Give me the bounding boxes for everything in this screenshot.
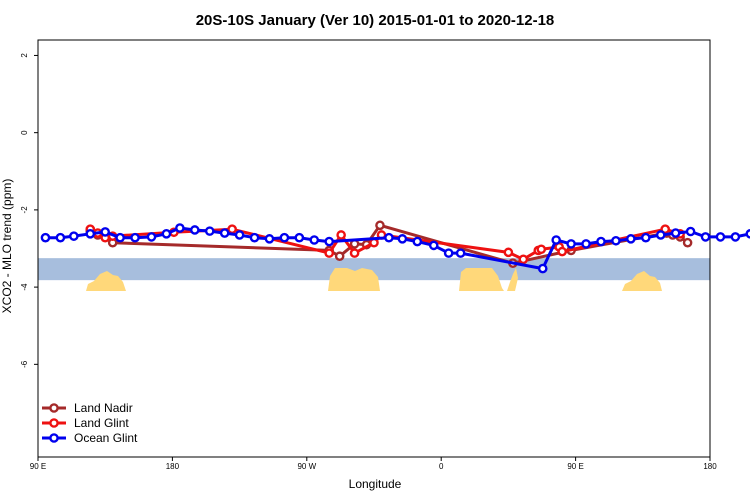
data-point [537,263,548,274]
x-axis-label: Longitude [349,477,402,491]
x-tick-label: 0 [439,462,444,471]
data-point [611,235,621,246]
legend-item: Ocean Glint [42,431,138,445]
series-ocean-glint [40,223,750,274]
data-point [412,236,423,247]
legend-label: Land Glint [74,416,129,430]
data-point [204,226,215,236]
data-point [428,240,439,251]
y-axis: 2 0 -2 -4 -6 [20,53,38,368]
data-point [443,248,454,258]
data-point [294,232,305,243]
data-point [219,228,230,238]
data-point [397,234,408,244]
data-point [670,228,681,238]
x-tick-label: 90 W [297,462,316,471]
data-point [234,230,245,240]
data-point [85,229,96,239]
data-point [715,232,726,242]
data-point [161,229,172,239]
data-point [130,232,140,243]
data-point [55,232,66,243]
data-point [189,225,200,235]
land-mass [507,268,518,291]
plot-frame [37,39,711,458]
data-point [309,235,320,245]
data-point [455,248,466,258]
series-layer [40,220,750,274]
data-point [375,220,385,231]
legend-item: Land Nadir [42,401,133,415]
x-tick-label: 90 E [30,462,46,471]
data-point [518,254,529,265]
data-point [69,231,79,241]
y-tick-label: 0 [20,130,29,135]
legend-label: Ocean Glint [74,431,138,445]
data-point [100,227,110,237]
x-tick-label: 180 [703,462,717,471]
data-point [146,232,157,242]
land-mass [328,268,380,291]
data-point [660,224,671,234]
data-point [626,234,636,244]
data-point [557,246,567,257]
legend-swatch-point [49,433,59,443]
data-point [503,247,514,258]
data-point [730,232,741,242]
data-point [349,248,360,258]
ocean-band [38,258,710,281]
data-point [384,232,394,243]
data-point [249,232,260,243]
x-tick-label: 180 [166,462,180,471]
y-tick-label: -6 [20,360,29,368]
land-mass [459,268,504,291]
land-ocean-band [38,258,710,291]
data-point [40,232,51,243]
x-tick-label: 90 E [567,462,583,471]
data-point [581,239,591,249]
y-tick-label: 2 [20,53,29,58]
data-point [324,236,335,247]
data-point [640,232,651,243]
data-point [279,232,290,243]
data-point [745,229,750,239]
data-point [685,226,696,237]
data-point [596,236,606,247]
data-point [551,235,561,245]
data-point [227,224,237,234]
data-point [175,223,185,233]
data-point [700,232,711,242]
data-point [566,239,576,249]
data-point [682,237,693,248]
data-point [655,230,666,240]
chart-title: 20S-10S January (Ver 10) 2015-01-01 to 2… [196,12,555,29]
data-point [264,234,275,244]
legend-swatch-point [49,403,59,413]
land-mass [86,271,126,291]
land-mass [622,271,662,291]
legend-label: Land Nadir [74,401,133,415]
y-tick-label: -4 [20,283,29,291]
legend-item: Land Glint [42,416,129,430]
data-point [536,244,547,255]
y-tick-label: -2 [20,206,29,214]
x-axis: 90 E 180 90 W 0 90 E 180 [30,457,717,471]
data-point [324,248,335,258]
data-point [115,232,125,243]
legend-swatch-point [49,418,59,428]
y-axis-label: XCO2 - MLO trend (ppm) [0,179,14,314]
data-point [336,230,346,240]
data-point [334,251,345,262]
